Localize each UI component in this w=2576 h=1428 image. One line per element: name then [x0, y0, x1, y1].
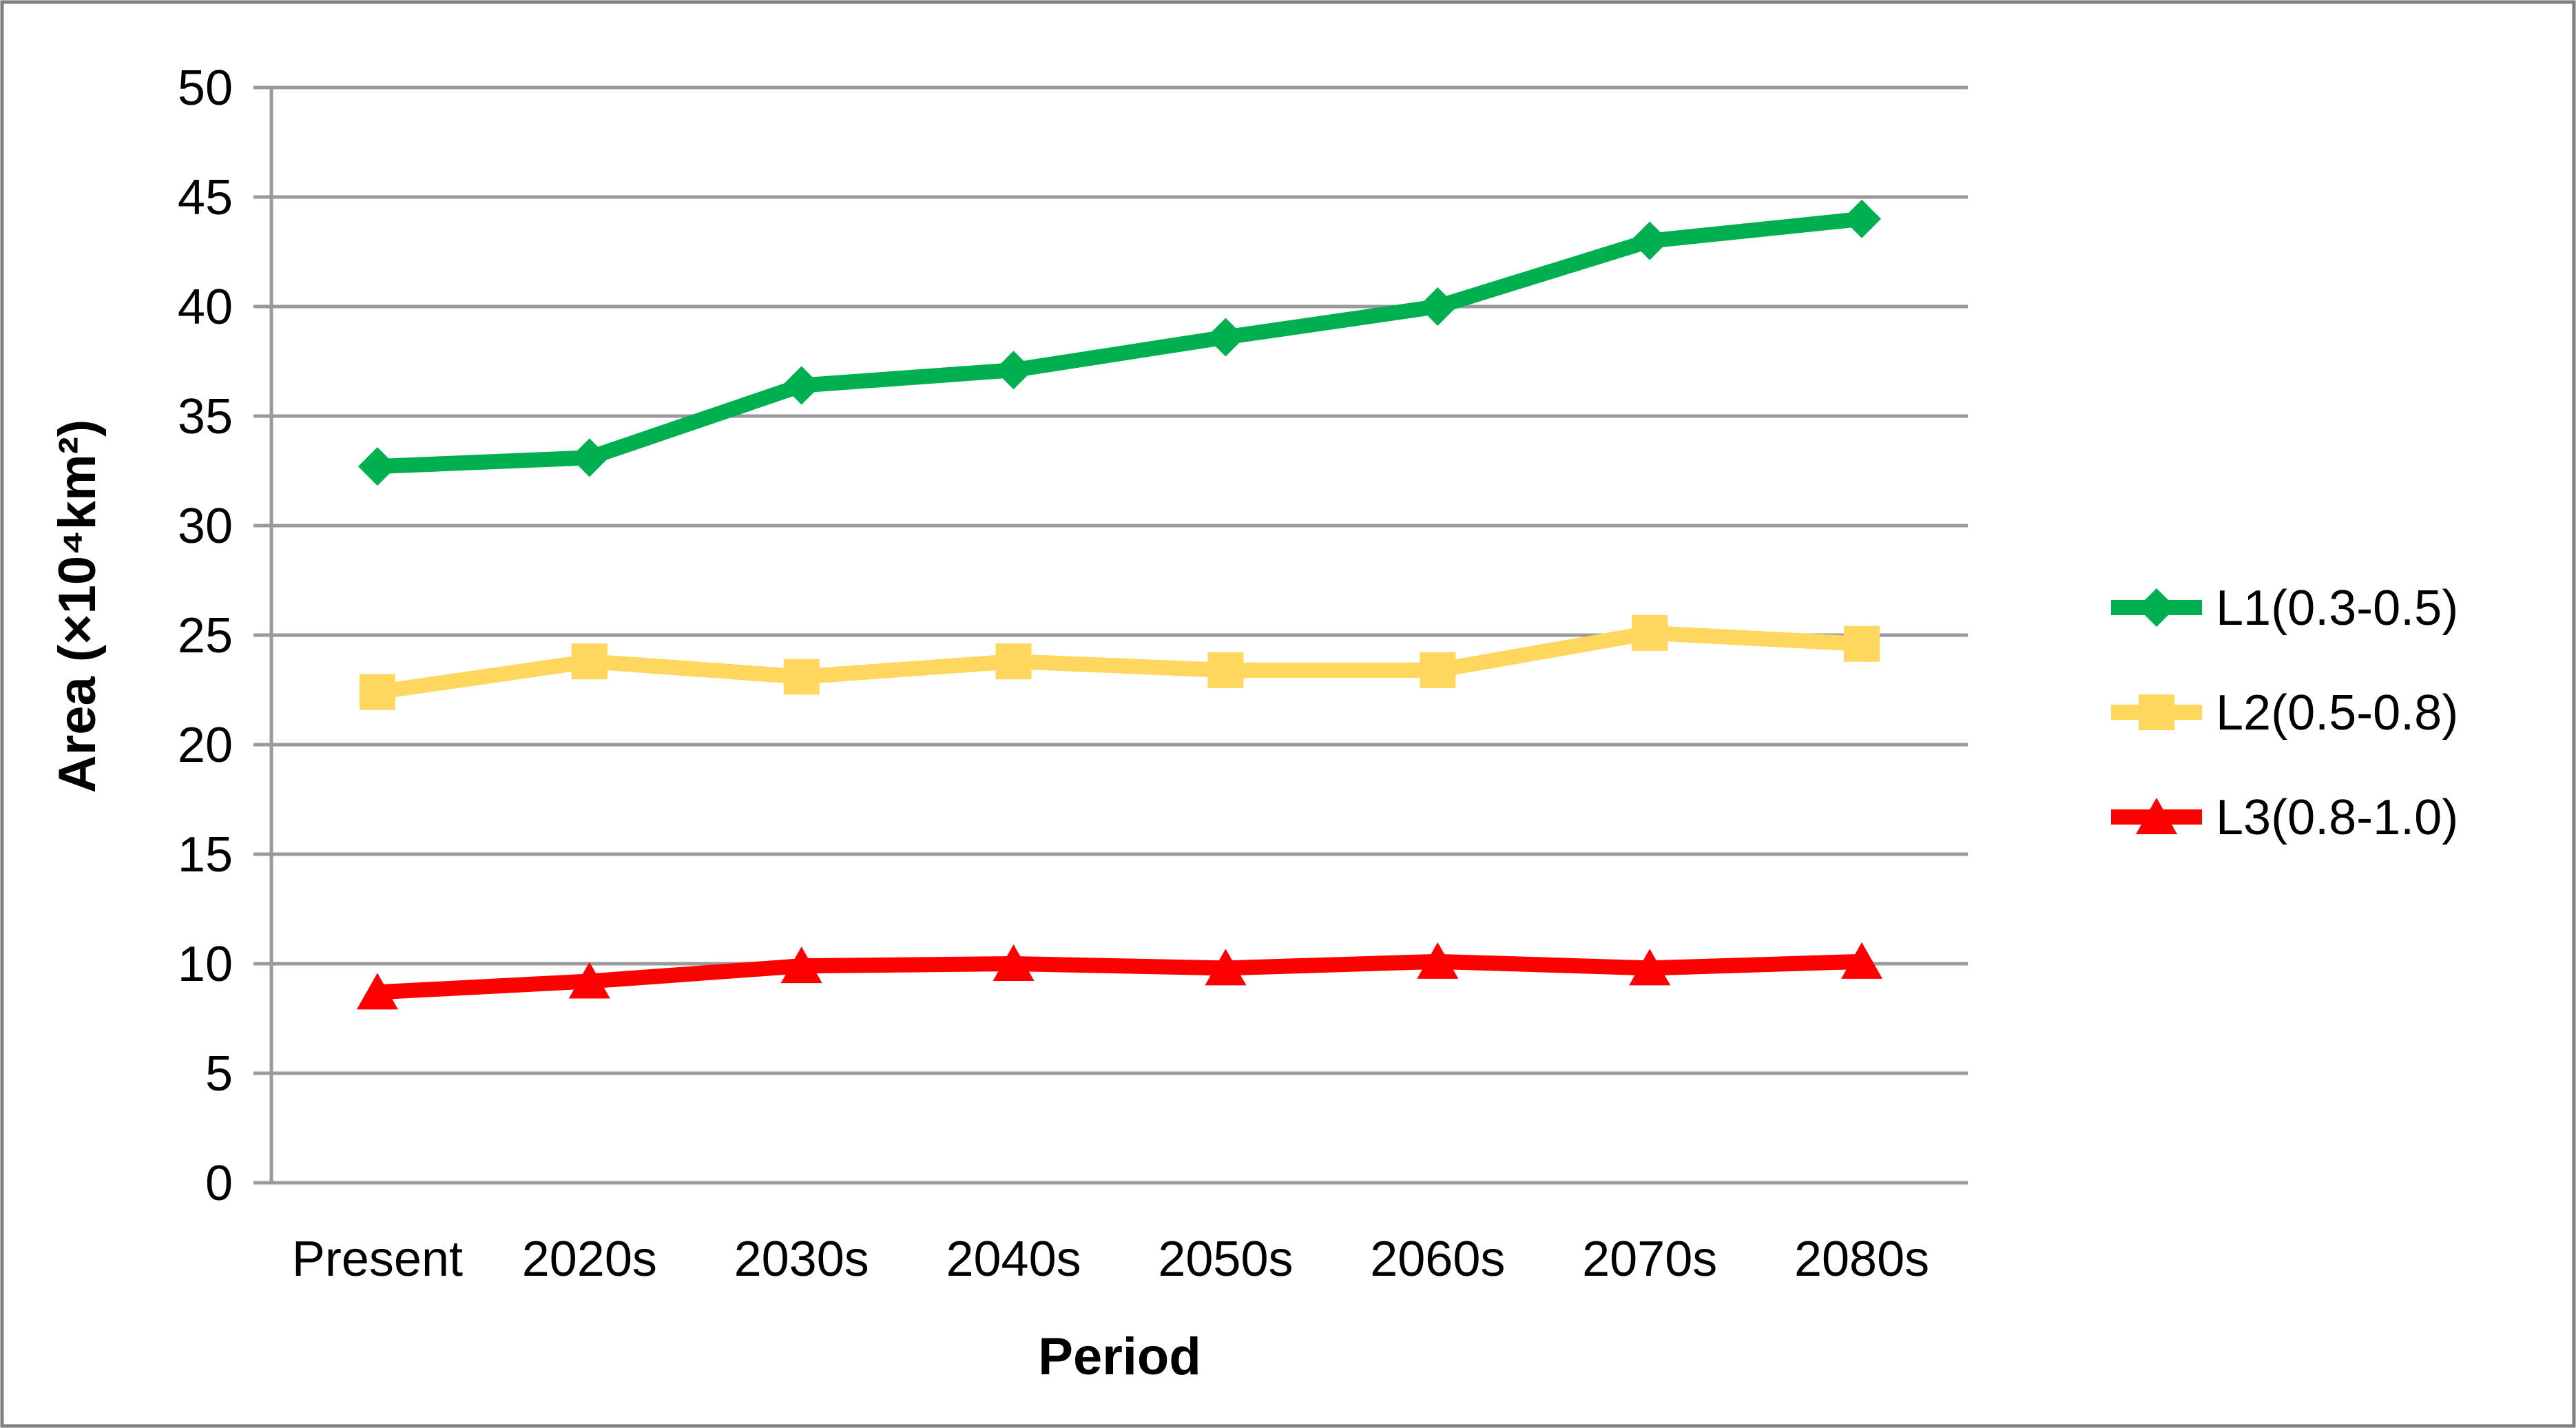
square-marker [1420, 652, 1456, 688]
square-marker [783, 659, 820, 695]
series-l2-0-5-0-8- [359, 614, 1880, 710]
square-marker [995, 643, 1032, 680]
y-tick-label: 20 [178, 718, 233, 773]
diamond-marker [1630, 221, 1670, 260]
square-marker [1207, 652, 1244, 688]
legend: L1(0.3-0.5) L2(0.5-0.8) L3(0.8-1.0) [2111, 581, 2458, 845]
y-axis-title: Area (×10⁴km²) [48, 420, 107, 793]
series-l1-0-3-0-5- [357, 199, 1882, 486]
series-l3-0-8-1-0- [356, 942, 1883, 1010]
legend-item: L1(0.3-0.5) [2111, 581, 2458, 636]
diamond-marker [570, 438, 609, 477]
series-line [377, 211, 1863, 475]
y-tick-label: 35 [178, 389, 233, 444]
y-tick-label: 0 [205, 1156, 233, 1211]
series-line [377, 953, 1862, 1000]
x-tick-label: 2070s [1582, 1232, 1717, 1287]
x-tick-label: 2030s [734, 1232, 869, 1287]
legend-item: L3(0.8-1.0) [2111, 790, 2458, 845]
diamond-marker [782, 366, 821, 405]
square-marker [1844, 625, 1880, 662]
legend-triangle-marker [2136, 798, 2177, 834]
y-tick-label: 45 [178, 170, 233, 225]
square-marker [359, 674, 395, 710]
triangle-marker [780, 946, 822, 984]
diamond-marker [994, 351, 1033, 390]
x-axis-title: Period [1038, 1327, 1201, 1386]
diamond-marker [1206, 318, 1245, 357]
triangle-marker [1841, 942, 1883, 979]
legend-label: L3(0.8-1.0) [2216, 790, 2458, 845]
square-marker [571, 643, 607, 680]
triangle-marker [993, 944, 1035, 981]
x-tick-label: Present [292, 1232, 463, 1287]
square-marker [1632, 614, 1668, 651]
y-tick-label: 10 [178, 937, 233, 992]
legend-square-marker [2139, 694, 2174, 730]
y-tick-label: 40 [178, 280, 233, 335]
legend-item: L2(0.5-0.8) [2111, 685, 2458, 741]
x-tick-label: 2080s [1794, 1232, 1929, 1287]
y-tick-label: 15 [178, 827, 233, 882]
legend-diamond-marker [2137, 588, 2176, 627]
diamond-marker [1842, 199, 1882, 238]
triangle-marker [1417, 942, 1459, 979]
triangle-marker [568, 962, 610, 999]
triangle-marker [1205, 949, 1247, 986]
x-tick-label: 2050s [1158, 1232, 1293, 1287]
y-tick-label: 5 [205, 1046, 233, 1101]
triangle-marker [356, 973, 398, 1010]
legend-label: L1(0.3-0.5) [2216, 581, 2458, 636]
diamond-marker [1418, 287, 1457, 326]
x-tick-label: 2060s [1370, 1232, 1505, 1287]
series-line [376, 625, 1862, 700]
diamond-marker [357, 447, 397, 486]
y-tick-label: 30 [178, 499, 233, 554]
y-tick-label: 50 [178, 61, 233, 116]
legend-label: L2(0.5-0.8) [2216, 685, 2458, 741]
x-tick-label: 2040s [946, 1232, 1081, 1287]
triangle-marker [1629, 949, 1671, 986]
y-tick-label: 25 [178, 608, 233, 663]
x-tick-label: 2020s [522, 1232, 657, 1287]
